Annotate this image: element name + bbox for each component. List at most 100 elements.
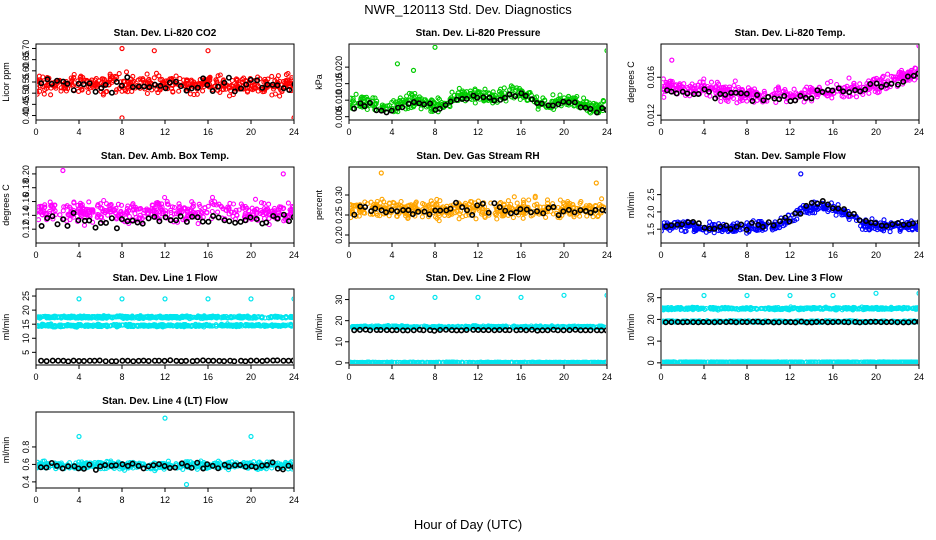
- x-tick-label: 8: [744, 372, 749, 382]
- data-point: [787, 98, 794, 105]
- data-point: [226, 93, 233, 99]
- plot-points: [662, 171, 918, 236]
- data-point: [108, 89, 115, 96]
- data-point: [399, 327, 406, 334]
- y-tick-label: 0: [646, 360, 656, 365]
- data-point: [531, 359, 537, 364]
- data-point: [240, 205, 246, 211]
- x-tick-label: 4: [701, 127, 706, 137]
- data-point: [129, 88, 135, 94]
- data-point: [350, 360, 353, 364]
- data-point: [112, 207, 118, 213]
- data-point: [393, 99, 399, 105]
- data-point: [668, 88, 675, 95]
- data-point: [123, 321, 129, 328]
- data-point: [447, 212, 453, 218]
- data-point: [526, 197, 532, 203]
- data-point: [61, 204, 67, 210]
- data-point: [37, 89, 40, 95]
- outlier-point: [76, 296, 82, 302]
- data-point: [124, 210, 131, 216]
- data-point: [114, 322, 120, 328]
- data-point: [177, 204, 183, 210]
- data-point: [875, 90, 881, 96]
- data-point: [114, 87, 120, 93]
- panel-title: Stan. Dev. Li-820 CO2: [114, 28, 217, 39]
- data-point: [220, 315, 226, 321]
- data-point: [483, 89, 489, 96]
- data-point: [162, 85, 169, 92]
- y-tick-label: 15: [21, 319, 31, 329]
- data-point: [285, 218, 292, 225]
- data-point: [787, 216, 793, 222]
- data-point: [264, 207, 270, 213]
- series-cyan: [662, 290, 918, 313]
- data-point: [244, 322, 250, 328]
- data-point: [910, 72, 917, 79]
- data-point: [690, 219, 697, 226]
- x-tick-label: 12: [473, 372, 483, 382]
- data-point: [80, 313, 86, 320]
- data-point: [881, 217, 887, 223]
- data-point: [754, 92, 761, 99]
- data-point: [138, 315, 144, 321]
- data-point: [383, 327, 390, 334]
- data-point: [806, 90, 812, 96]
- data-point: [453, 327, 460, 334]
- data-point: [662, 228, 664, 234]
- plot-points: [350, 170, 606, 224]
- data-point: [691, 88, 697, 95]
- data-point: [130, 73, 136, 79]
- data-point: [124, 315, 130, 321]
- data-point: [188, 85, 195, 92]
- data-point: [743, 90, 750, 97]
- data-point: [814, 200, 821, 207]
- data-point: [828, 78, 834, 85]
- series-black: [351, 90, 606, 116]
- panel-title: Stan. Dev. Line 2 Flow: [426, 273, 531, 284]
- data-point: [527, 209, 534, 216]
- data-point: [235, 323, 241, 329]
- x-tick-label: 20: [871, 372, 881, 382]
- data-point: [862, 86, 869, 93]
- data-point: [351, 327, 358, 334]
- data-point: [207, 323, 213, 329]
- data-point: [164, 201, 170, 207]
- data-point: [276, 207, 282, 213]
- data-point: [578, 199, 584, 205]
- y-tick-label: 0.005: [334, 105, 344, 128]
- data-point: [351, 359, 358, 364]
- data-point: [130, 358, 137, 364]
- x-tick-label: 20: [871, 127, 881, 137]
- data-point: [472, 87, 478, 93]
- y-tick-label: 0.55: [21, 73, 31, 91]
- data-point: [85, 315, 91, 321]
- data-point: [673, 90, 680, 97]
- data-point: [201, 314, 207, 320]
- data-point: [403, 213, 409, 219]
- data-point: [92, 224, 99, 231]
- data-point: [407, 359, 413, 364]
- data-point: [362, 359, 368, 364]
- outlier-point: [119, 296, 125, 302]
- data-point: [587, 327, 594, 334]
- data-point: [514, 200, 520, 206]
- data-point: [99, 206, 105, 212]
- data-point: [265, 323, 271, 329]
- data-point: [285, 322, 291, 328]
- data-point: [430, 359, 436, 364]
- y-tick-label: 0.25: [334, 206, 344, 224]
- data-point: [400, 207, 407, 214]
- data-point: [819, 198, 826, 205]
- data-point: [138, 205, 144, 212]
- data-point: [356, 360, 362, 364]
- data-point: [103, 323, 109, 329]
- data-point: [520, 201, 527, 208]
- data-point: [748, 87, 754, 93]
- data-point: [124, 357, 131, 364]
- data-point: [410, 99, 417, 106]
- data-point: [786, 218, 793, 225]
- data-point: [829, 205, 836, 212]
- data-point: [765, 219, 772, 226]
- data-point: [177, 83, 184, 90]
